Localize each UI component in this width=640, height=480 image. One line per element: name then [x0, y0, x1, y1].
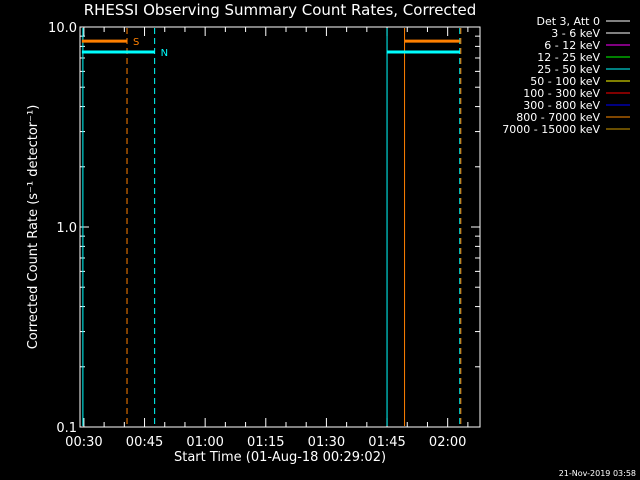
x-tick-label: 02:00	[429, 435, 466, 450]
legend-entry-label: 100 - 300 keV	[523, 87, 600, 100]
x-tick-label: 01:30	[308, 435, 345, 450]
x-axis-label: Start Time (01-Aug-18 00:29:02)	[174, 450, 386, 465]
generated-timestamp: 21-Nov-2019 03:58	[558, 469, 636, 478]
x-tick-label: 01:45	[368, 435, 405, 450]
plot-frame	[79, 26, 481, 428]
legend-entry-label: 25 - 50 keV	[537, 63, 600, 76]
legend-entry-label: 12 - 25 keV	[537, 51, 600, 64]
legend-entry-label: 800 - 7000 keV	[516, 111, 600, 124]
legend-header: Det 3, Att 0	[537, 15, 601, 28]
y-tick-label: 0.1	[56, 421, 77, 436]
y-tick-label: 10.0	[48, 21, 77, 36]
legend-entry-label: 7000 - 15000 keV	[502, 123, 600, 136]
x-tick-label: 00:30	[65, 435, 102, 450]
legend-entry-label: 3 - 6 keV	[551, 27, 600, 40]
legend-entry-label: 6 - 12 keV	[544, 39, 600, 52]
y-axis-label: Corrected Count Rate (s⁻¹ detector⁻¹)	[26, 105, 41, 350]
y-tick-label: 1.0	[56, 221, 77, 236]
chart-title: RHESSI Observing Summary Count Rates, Co…	[83, 1, 477, 19]
x-tick-label: 01:15	[247, 435, 284, 450]
flag-label-s: S	[133, 37, 139, 48]
flag-label-n: N	[161, 48, 168, 59]
legend-entry-label: 50 - 100 keV	[530, 75, 600, 88]
x-tick-label: 00:45	[126, 435, 163, 450]
legend-entry-label: 300 - 800 keV	[523, 99, 600, 112]
x-tick-label: 01:00	[186, 435, 223, 450]
